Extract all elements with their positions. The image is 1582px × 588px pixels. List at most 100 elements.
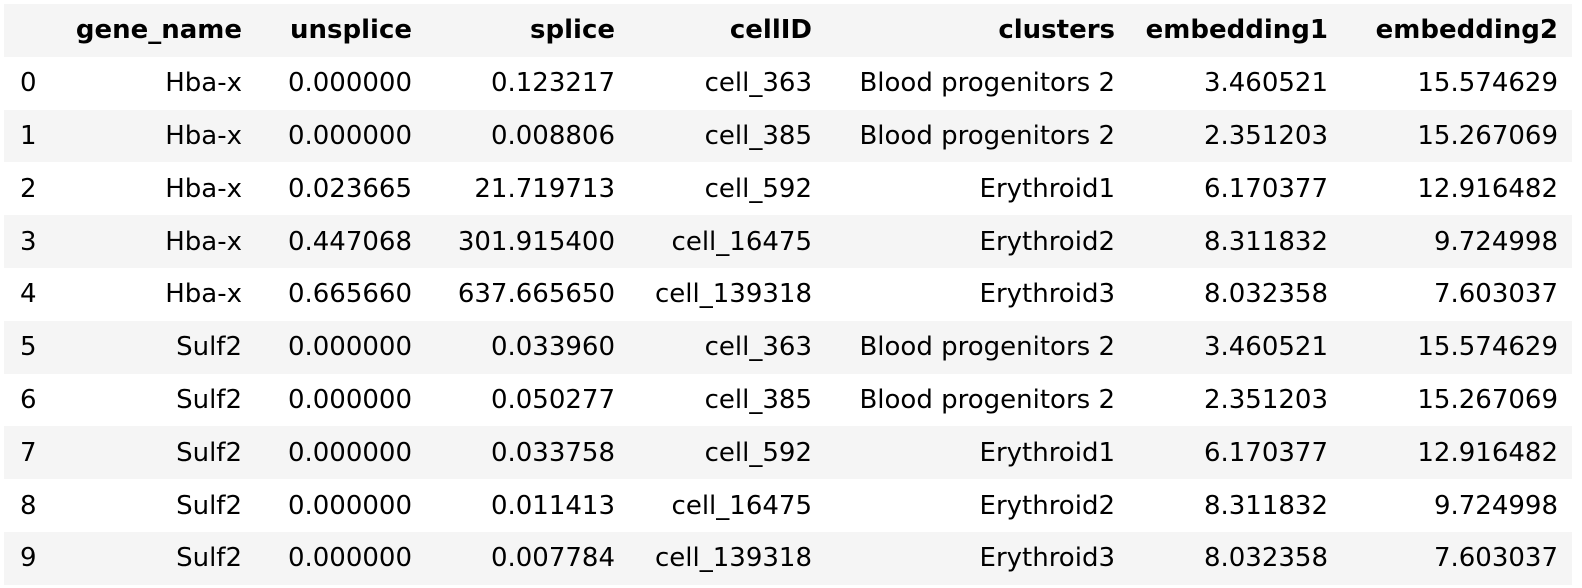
cell-embedding1: 3.460521 — [1129, 56, 1342, 110]
cell-unsplice: 0.665660 — [256, 267, 426, 321]
cell-splice: 0.033758 — [426, 426, 629, 480]
cell-embedding2: 9.724998 — [1342, 479, 1572, 532]
cell-cellid: cell_16475 — [629, 215, 826, 268]
cell-clusters: Blood progenitors 2 — [826, 109, 1129, 163]
table-row: 9 Sulf2 0.000000 0.007784 cell_139318 Er… — [4, 531, 1572, 585]
header-cellid: cellID — [629, 4, 826, 57]
table-body: 0 Hba-x 0.000000 0.123217 cell_363 Blood… — [4, 56, 1572, 585]
cell-cellid: cell_16475 — [629, 479, 826, 532]
row-index: 1 — [4, 109, 56, 163]
header-clusters: clusters — [826, 4, 1129, 57]
cell-cellid: cell_385 — [629, 109, 826, 163]
table-row: 7 Sulf2 0.000000 0.033758 cell_592 Eryth… — [4, 426, 1572, 480]
cell-cellid: cell_139318 — [629, 267, 826, 321]
cell-clusters: Erythroid3 — [826, 267, 1129, 321]
row-index: 4 — [4, 267, 56, 321]
cell-splice: 301.915400 — [426, 215, 629, 268]
table-row: 8 Sulf2 0.000000 0.011413 cell_16475 Ery… — [4, 479, 1572, 532]
cell-clusters: Erythroid1 — [826, 426, 1129, 480]
cell-splice: 0.011413 — [426, 479, 629, 532]
table-row: 2 Hba-x 0.023665 21.719713 cell_592 Eryt… — [4, 162, 1572, 216]
cell-gene-name: Hba-x — [56, 56, 256, 110]
header-row: gene_name unsplice splice cellID cluster… — [4, 4, 1572, 57]
cell-gene-name: Hba-x — [56, 215, 256, 268]
cell-embedding1: 2.351203 — [1129, 109, 1342, 163]
cell-embedding2: 12.916482 — [1342, 162, 1572, 216]
cell-gene-name: Hba-x — [56, 267, 256, 321]
table-row: 4 Hba-x 0.665660 637.665650 cell_139318 … — [4, 267, 1572, 321]
cell-embedding2: 15.574629 — [1342, 56, 1572, 110]
cell-embedding1: 6.170377 — [1129, 426, 1342, 480]
cell-gene-name: Hba-x — [56, 109, 256, 163]
cell-embedding2: 7.603037 — [1342, 267, 1572, 321]
row-index: 8 — [4, 479, 56, 532]
cell-splice: 637.665650 — [426, 267, 629, 321]
table-row: 0 Hba-x 0.000000 0.123217 cell_363 Blood… — [4, 56, 1572, 110]
header-embedding2: embedding2 — [1342, 4, 1572, 57]
cell-clusters: Blood progenitors 2 — [826, 373, 1129, 427]
cell-gene-name: Sulf2 — [56, 479, 256, 532]
cell-gene-name: Sulf2 — [56, 531, 256, 585]
cell-embedding1: 2.351203 — [1129, 373, 1342, 427]
cell-embedding1: 3.460521 — [1129, 320, 1342, 374]
row-index: 6 — [4, 373, 56, 427]
cell-unsplice: 0.000000 — [256, 373, 426, 427]
table-header: gene_name unsplice splice cellID cluster… — [4, 4, 1572, 57]
dataframe-table: gene_name unsplice splice cellID cluster… — [4, 4, 1572, 585]
cell-cellid: cell_363 — [629, 56, 826, 110]
row-index: 3 — [4, 215, 56, 268]
table-row: 5 Sulf2 0.000000 0.033960 cell_363 Blood… — [4, 320, 1572, 374]
header-embedding1: embedding1 — [1129, 4, 1342, 57]
cell-splice: 0.008806 — [426, 109, 629, 163]
table-row: 6 Sulf2 0.000000 0.050277 cell_385 Blood… — [4, 373, 1572, 427]
table-row: 1 Hba-x 0.000000 0.008806 cell_385 Blood… — [4, 109, 1572, 163]
dataframe-output: gene_name unsplice splice cellID cluster… — [0, 4, 1582, 585]
cell-unsplice: 0.000000 — [256, 109, 426, 163]
cell-cellid: cell_139318 — [629, 531, 826, 585]
cell-splice: 21.719713 — [426, 162, 629, 216]
row-index: 0 — [4, 56, 56, 110]
cell-embedding2: 15.267069 — [1342, 109, 1572, 163]
cell-embedding2: 12.916482 — [1342, 426, 1572, 480]
cell-embedding1: 8.311832 — [1129, 215, 1342, 268]
row-index: 5 — [4, 320, 56, 374]
cell-gene-name: Hba-x — [56, 162, 256, 216]
cell-unsplice: 0.023665 — [256, 162, 426, 216]
cell-splice: 0.050277 — [426, 373, 629, 427]
cell-clusters: Blood progenitors 2 — [826, 56, 1129, 110]
cell-splice: 0.033960 — [426, 320, 629, 374]
cell-unsplice: 0.000000 — [256, 426, 426, 480]
cell-splice: 0.123217 — [426, 56, 629, 110]
cell-gene-name: Sulf2 — [56, 373, 256, 427]
cell-unsplice: 0.000000 — [256, 531, 426, 585]
row-index: 7 — [4, 426, 56, 480]
cell-unsplice: 0.000000 — [256, 56, 426, 110]
header-splice: splice — [426, 4, 629, 57]
cell-clusters: Erythroid2 — [826, 215, 1129, 268]
row-index: 9 — [4, 531, 56, 585]
cell-unsplice: 0.447068 — [256, 215, 426, 268]
header-gene-name: gene_name — [56, 4, 256, 57]
cell-cellid: cell_592 — [629, 426, 826, 480]
cell-unsplice: 0.000000 — [256, 320, 426, 374]
cell-embedding2: 7.603037 — [1342, 531, 1572, 585]
cell-embedding2: 15.267069 — [1342, 373, 1572, 427]
cell-embedding1: 8.311832 — [1129, 479, 1342, 532]
cell-clusters: Blood progenitors 2 — [826, 320, 1129, 374]
cell-clusters: Erythroid2 — [826, 479, 1129, 532]
cell-embedding2: 9.724998 — [1342, 215, 1572, 268]
cell-cellid: cell_385 — [629, 373, 826, 427]
cell-embedding1: 8.032358 — [1129, 267, 1342, 321]
cell-cellid: cell_363 — [629, 320, 826, 374]
cell-unsplice: 0.000000 — [256, 479, 426, 532]
header-index — [4, 4, 56, 57]
cell-splice: 0.007784 — [426, 531, 629, 585]
cell-gene-name: Sulf2 — [56, 426, 256, 480]
cell-embedding2: 15.574629 — [1342, 320, 1572, 374]
cell-clusters: Erythroid3 — [826, 531, 1129, 585]
cell-embedding1: 6.170377 — [1129, 162, 1342, 216]
table-row: 3 Hba-x 0.447068 301.915400 cell_16475 E… — [4, 215, 1572, 268]
cell-embedding1: 8.032358 — [1129, 531, 1342, 585]
cell-gene-name: Sulf2 — [56, 320, 256, 374]
cell-clusters: Erythroid1 — [826, 162, 1129, 216]
